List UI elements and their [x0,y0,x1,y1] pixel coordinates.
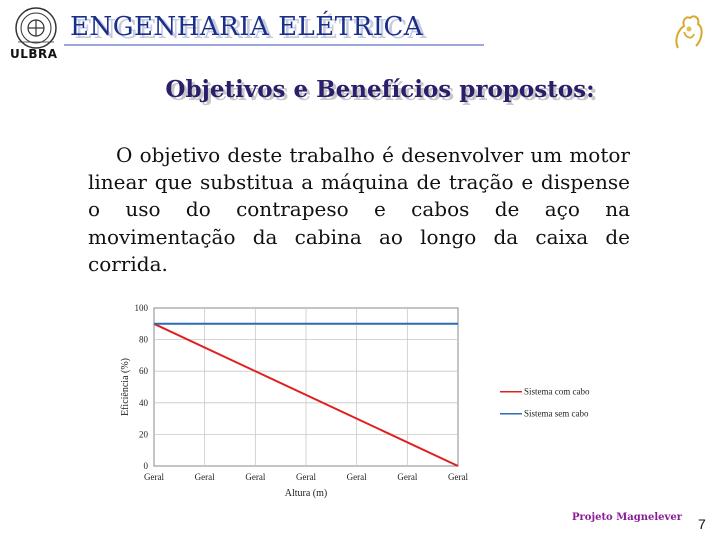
legend-label: Sistema com cabo [524,387,590,397]
y-tick-label: 0 [144,461,149,471]
x-tick-label: Geral [397,472,417,482]
x-tick-label: Geral [245,472,265,482]
series-line-com-cabo [153,322,459,467]
slide-title: Objetivos e Benefícios propostos: [165,76,595,103]
ornament-icon [675,15,703,49]
y-axis-label: Eficiência (%) [120,358,131,416]
header-title: ENGENHARIA ELÉTRICA [70,12,424,42]
efficiency-chart: 0 20 40 60 80 100 Geral Geral Geral Geral Geral Ger… [120,303,590,499]
footer-brand: Projeto Magnelever [572,512,682,523]
x-axis-label: Altura (m) [285,488,328,499]
header-title-shadow: ENGENHARIA ELÉTRICA [74,15,428,45]
logo-text: ULBRA [10,47,58,61]
legend-label: Sistema sem cabo [524,409,589,419]
header-rule [64,44,484,46]
body-paragraph: O objetivo deste trabalho é desenvolver … [88,143,630,276]
y-tick-label: 100 [135,303,149,313]
page-number: 7 [698,516,706,532]
slide-title-shadow: Objetivos e Benefícios propostos: [168,79,598,106]
x-tick-label: Geral [347,472,367,482]
y-tick-label: 60 [139,366,149,376]
x-tick-label: Geral [296,472,316,482]
y-tick-label: 20 [139,429,149,439]
x-tick-label: Geral [448,472,468,482]
y-tick-label: 80 [139,335,149,345]
ulbra-logo [15,7,57,49]
x-tick-label: Geral [144,472,164,482]
y-tick-label: 40 [139,398,149,408]
x-tick-label: Geral [195,472,215,482]
